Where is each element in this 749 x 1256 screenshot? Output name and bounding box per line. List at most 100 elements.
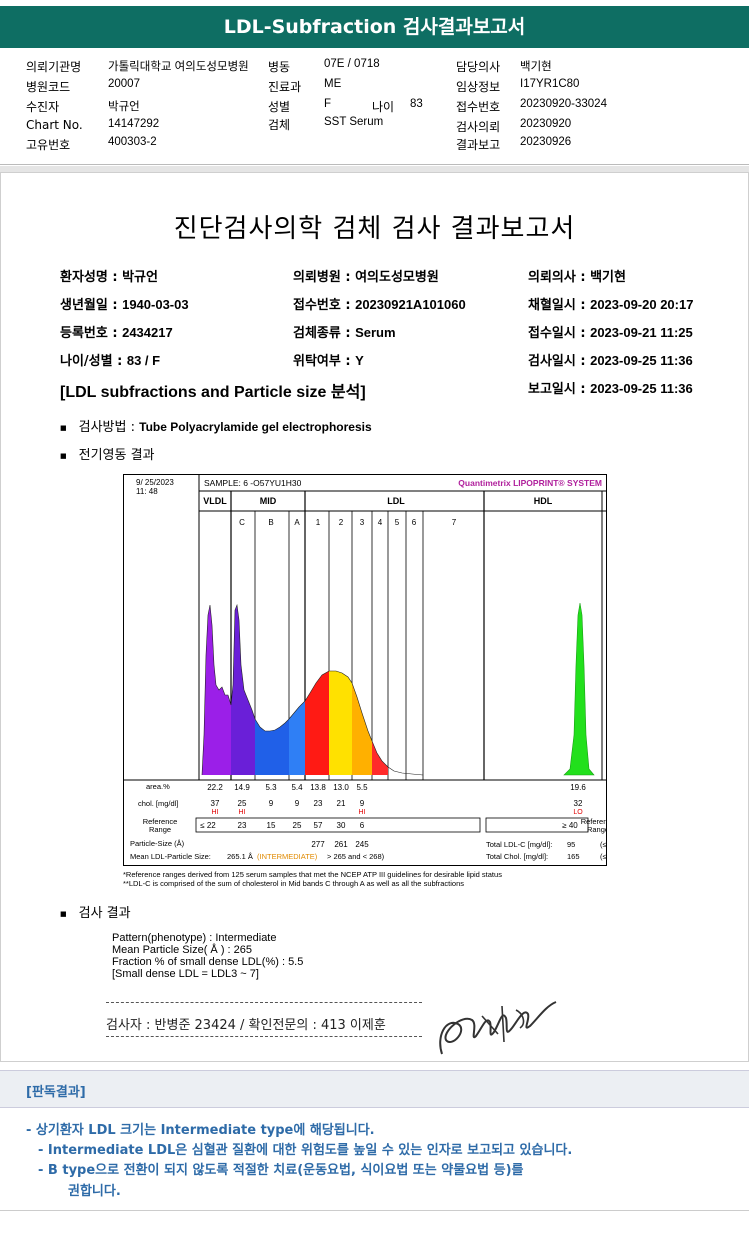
- band-label: 2: [339, 518, 344, 527]
- report-title-bar: LDL-Subfraction 검사결과보고서: [0, 6, 749, 48]
- band-label: 5: [395, 518, 400, 527]
- hdr-value: 박규언: [108, 101, 140, 113]
- region-label: MID: [260, 496, 277, 506]
- hdr-label: 임상정보: [456, 80, 501, 94]
- total-ldl-value: 95: [567, 840, 575, 849]
- method-line: 검사방법 : Tube Polyacrylamide gel electroph…: [60, 416, 372, 435]
- interpretation-heading: [판독결과]: [26, 1085, 86, 1100]
- hdr-label: 병원코드: [26, 80, 71, 94]
- specimen-type: 검체종류 : Serum: [293, 325, 396, 341]
- hdr-value: 400303-2: [108, 136, 157, 148]
- flag-value: HI: [212, 809, 219, 816]
- report-title: LDL-Subfraction 검사결과보고서: [223, 16, 526, 38]
- mean-tag: (INTERMEDIATE): [257, 852, 318, 861]
- chart-note: **LDL-C is comprised of the sum of chole…: [123, 879, 465, 888]
- hdr-value: 20007: [108, 78, 140, 90]
- total-chol-value: 165: [567, 852, 580, 861]
- hdr-label: 담당의사: [456, 60, 501, 74]
- referral-status: 위탁여부 : Y: [293, 353, 364, 369]
- mean-value: 265.1 Å: [227, 852, 253, 861]
- electrophoresis-heading: 전기영동 결과: [60, 444, 155, 463]
- accession-number: 접수번호 : 20230921A101060: [293, 297, 466, 313]
- band-label: 6: [412, 518, 417, 527]
- area-value: 19.6: [570, 783, 586, 792]
- hdr-label: 고유번호: [26, 138, 71, 152]
- chart-note: *Reference ranges derived from 125 serum…: [123, 870, 502, 879]
- hdr-label: 접수번호: [456, 100, 501, 114]
- result-line: Pattern(phenotype) : Intermediate: [112, 932, 277, 944]
- chart-brand: Quantimetrix LIPOPRINT® SYSTEM: [458, 478, 602, 488]
- hdr-label: Chart No.: [26, 118, 83, 132]
- birth-date: 생년월일 : 1940-03-03: [60, 297, 189, 313]
- area-value: 5.4: [291, 783, 303, 792]
- total-ldl-label: Total LDL-C [mg/dl]:: [486, 840, 552, 849]
- hdr-value: ME: [324, 78, 342, 90]
- flag-value: HI: [239, 809, 246, 816]
- chart-sample: SAMPLE: 6 -O57YU1H30: [204, 478, 302, 488]
- mid-a-peak: [289, 701, 305, 775]
- hdr-value: 14147292: [108, 118, 160, 130]
- interpretation-line: 권합니다.: [68, 1184, 121, 1199]
- hdr-label: 결과보고: [456, 138, 501, 152]
- band-label: A: [294, 518, 300, 527]
- ref-value: 25: [293, 821, 302, 830]
- hdr-label: 진료과: [268, 80, 302, 94]
- ref-value: ≥ 40: [562, 821, 578, 830]
- chol-value: 9: [295, 799, 300, 808]
- mid-b-peak: [255, 719, 289, 775]
- divider: [0, 1210, 749, 1211]
- hdr-value: 20230920: [520, 118, 572, 130]
- flag-value: LO: [573, 809, 583, 816]
- row-label: area.%: [146, 782, 170, 791]
- band-label: 4: [378, 518, 383, 527]
- area-value: 13.0: [333, 783, 349, 792]
- patient-name: 환자성명 : 박규언: [60, 269, 158, 285]
- area-value: 13.8: [310, 783, 326, 792]
- ref-value: ≤ 22: [200, 821, 216, 830]
- region-label: LDL: [387, 496, 405, 506]
- chol-value: 25: [238, 799, 247, 808]
- electrophoresis-chart: 9/ 25/2023 11: 48 SAMPLE: 6 -O57YU1H30 Quan…: [123, 474, 624, 866]
- ldl1-peak: [305, 671, 329, 775]
- test-datetime: 검사일시 : 2023-09-25 11:36: [528, 353, 693, 369]
- divider: [106, 1002, 422, 1003]
- psize-value: 277: [311, 840, 325, 849]
- chart-notes: *Reference ranges derived from 125 serum…: [123, 870, 502, 888]
- received-datetime: 접수일시 : 2023-09-21 11:25: [528, 325, 693, 341]
- interpretation-line: - 상기환자 LDL 크기는 Intermediate type에 해당됩니다.: [26, 1123, 375, 1138]
- hdr-label: 성별: [268, 100, 291, 114]
- result-line: Mean Particle Size( Å ) : 265: [112, 944, 253, 956]
- hdr-label: 의뢰기관명: [26, 60, 82, 74]
- row-label: Range: [149, 825, 171, 834]
- hdr-value: F: [324, 98, 332, 110]
- region-label: HDL: [534, 496, 553, 506]
- hdr-value: SST Serum: [324, 116, 384, 128]
- divider: [106, 1036, 422, 1037]
- result-line: [Small dense LDL = LDL3 ~ 7]: [112, 968, 259, 980]
- section-heading: [LDL subfractions and Particle size 분석]: [60, 384, 366, 401]
- chart-date: 9/ 25/2023: [136, 478, 174, 487]
- requesting-doctor: 의뢰의사 : 백기현: [528, 269, 626, 285]
- result-heading: 검사 결과: [60, 902, 131, 921]
- mid-c-peak: [231, 605, 255, 775]
- chol-value: 23: [314, 799, 323, 808]
- band-label: C: [239, 518, 245, 527]
- band-label: 3: [360, 518, 365, 527]
- ref-value: 6: [360, 821, 365, 830]
- requesting-hospital: 의뢰병원 : 여의도성모병원: [293, 269, 439, 285]
- area-value: 5.3: [265, 783, 277, 792]
- row-label: chol. [mg/dl]: [138, 799, 178, 808]
- result-line: Fraction % of small dense LDL(%) : 5.5: [112, 956, 304, 968]
- document-title: 진단검사의학 검체 검사 결과보고서: [173, 214, 576, 244]
- interpretation-line: - B type으로 전환이 되지 않도록 적절한 치료(운동요법, 식이요법 …: [38, 1163, 524, 1178]
- ref-value: 30: [337, 821, 346, 830]
- signer-line: 검사자 : 반병준 23424 / 확인전문의 : 413 이제훈: [106, 1018, 386, 1033]
- row-label: Range: [587, 825, 606, 834]
- hdr-label: 검체: [268, 118, 291, 132]
- hdr-value: 20230926: [520, 136, 572, 148]
- chol-value: 32: [574, 799, 583, 808]
- psize-value: 245: [355, 840, 369, 849]
- vldl-peak: [202, 605, 231, 775]
- row-label: Mean LDL-Particle Size:: [130, 852, 211, 861]
